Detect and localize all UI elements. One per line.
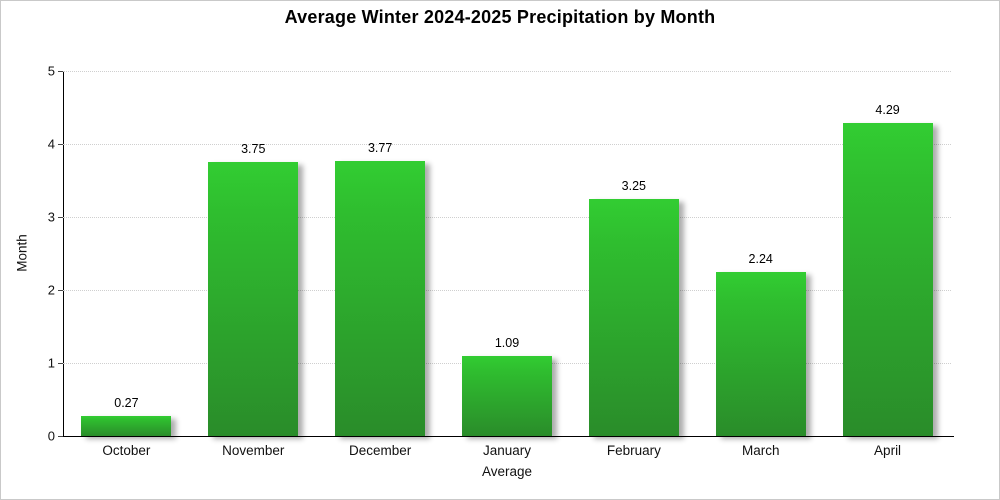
gridline-y-3 [63,217,951,218]
bar-october [81,416,172,436]
y-tick-2 [58,290,63,291]
x-axis-line [63,436,954,437]
bar-february [588,198,679,436]
gridline-y-5 [63,71,951,72]
bar-value-label-october: 0.27 [114,396,139,411]
x-tick-label-january: January [482,443,532,458]
x-tick-label-april: April [874,443,902,458]
bar-november [208,162,299,436]
bar-value-label-april: 4.29 [875,102,900,117]
x-tick-label-march: March [741,443,780,458]
x-axis-title: Average [481,464,533,479]
y-tick-4 [58,144,63,145]
x-tick-label-december: December [349,443,412,458]
y-tick-5 [58,71,63,72]
y-tick-label-0: 0 [47,428,55,444]
gridline-y-4 [63,144,951,145]
chart-title: Average Winter 2024-2025 Precipitation b… [284,7,716,27]
bar-value-label-december: 3.77 [367,140,393,155]
bar-value-label-march: 2.24 [748,252,773,267]
y-tick-label-5: 5 [47,63,55,79]
y-axis-title: Month [14,234,30,272]
bar-value-label-january: 1.09 [494,336,520,351]
x-tick-label-october: October [102,443,151,458]
y-tick-label-3: 3 [47,209,55,225]
y-tick-1 [58,363,63,364]
plot-area: 0 1 2 3 4 5 0.27 October 3.75 November 3.77 Decembe… [48,64,954,458]
bar-december [335,160,426,436]
y-tick-0 [58,436,63,437]
gridline-y-2 [63,290,951,291]
y-axis-line [63,71,64,436]
bar-january [462,356,552,436]
bar-value-label-february: 3.25 [621,178,647,193]
bar-value-label-november: 3.75 [241,142,266,157]
bar-march [715,272,806,436]
y-tick-label-2: 2 [47,282,55,298]
bar-april [842,122,933,436]
x-tick-label-february: February [606,443,661,458]
x-tick-label-november: November [222,443,285,458]
y-tick-label-1: 1 [47,355,55,371]
y-tick-label-4: 4 [47,136,55,152]
y-tick-3 [58,217,63,218]
